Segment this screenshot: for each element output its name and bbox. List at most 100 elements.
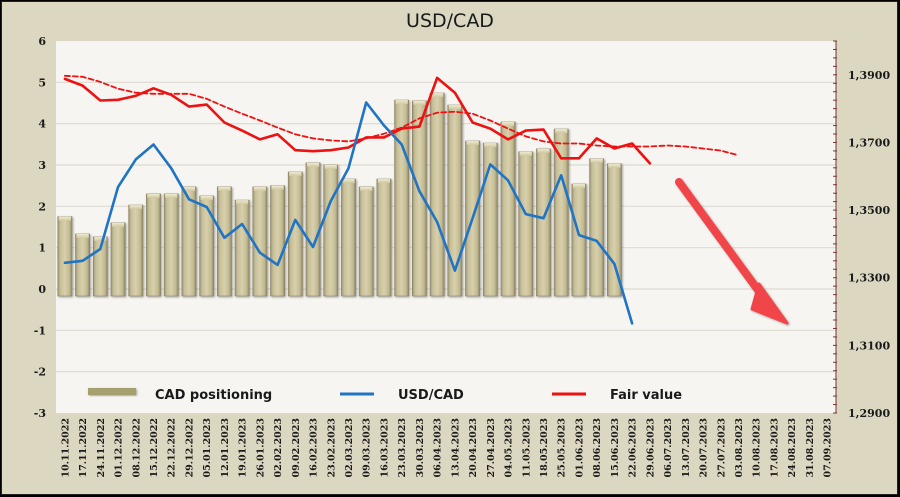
x-tick-label: 17.11.2022: [78, 418, 89, 478]
x-tick-label: 02.03.2023: [344, 418, 355, 478]
bar: [163, 193, 179, 297]
chart-title: USD/CAD: [406, 10, 494, 32]
bar: [447, 104, 463, 297]
bar: [429, 92, 445, 297]
x-tick-label: 26.01.2023: [255, 418, 266, 478]
x-tick-label: 13.07.2023: [681, 418, 692, 478]
bar: [252, 186, 268, 297]
legend-label: USD/CAD: [398, 388, 464, 403]
bar: [217, 186, 232, 297]
bar: [607, 163, 622, 297]
x-tick-label: 11.05.2023: [521, 418, 532, 478]
bar: [394, 99, 410, 297]
x-tick-label: 01.12.2022: [114, 418, 125, 478]
x-tick-label: 10.08.2023: [752, 418, 763, 478]
x-tick-label: 08.06.2023: [592, 418, 603, 478]
bar: [181, 186, 197, 297]
legend-item: USD/CAD: [340, 388, 464, 403]
x-tick-label: 07.09.2023: [823, 418, 834, 478]
bar: [287, 171, 303, 297]
right-tick-label: 1,3700: [848, 136, 890, 149]
x-tick-label: 06.04.2023: [433, 418, 444, 478]
x-tick-label: 08.12.2022: [131, 418, 142, 478]
line-series: [63, 74, 740, 325]
usdcad-line: [63, 101, 634, 325]
x-tick-label: 18.05.2023: [539, 418, 550, 478]
left-axis-ticks: 6 5 4 3 2 1 0 -1 -2 -3: [34, 35, 47, 420]
left-tick-label: 6: [38, 35, 46, 48]
x-tick-label: 27.07.2023: [716, 418, 727, 478]
bar: [110, 222, 126, 297]
bar: [536, 148, 551, 297]
bar: [323, 164, 339, 297]
right-tick-label: 1,3100: [848, 339, 890, 352]
legend-swatch-bar: [88, 388, 136, 395]
x-tick-label: 03.08.2023: [734, 418, 745, 478]
x-tick-label: 22.12.2022: [167, 418, 178, 478]
right-tick-label: 1,3300: [848, 272, 890, 285]
x-axis-ticks: 10.11.2022 17.11.2022 24.11.2022 01.12.2022…: [60, 418, 833, 478]
x-tick-label: 04.05.2023: [504, 418, 515, 478]
right-axis: [833, 40, 837, 414]
right-axis-ticks: 1,3900 1,3700 1,3500 1,3300 1,3100 1,2900: [848, 69, 890, 420]
bar: [589, 158, 605, 297]
legend-item: Fair value: [552, 388, 682, 403]
bar: [518, 151, 534, 297]
x-tick-label: 05.01.2023: [202, 418, 213, 478]
bar: [412, 100, 427, 297]
x-tick-label: 30.03.2023: [415, 418, 426, 478]
x-tick-label: 20.07.2023: [699, 418, 710, 478]
bar: [571, 183, 587, 297]
x-tick-label: 23.03.2023: [397, 418, 408, 478]
fair-value-line: [63, 76, 652, 165]
x-tick-label: 22.06.2023: [628, 418, 639, 478]
right-tick-label: 1,3900: [848, 69, 890, 82]
right-tick-label: 1,3500: [848, 204, 890, 217]
x-tick-label: 16.02.2023: [309, 418, 320, 478]
x-tick-label: 23.02.2023: [326, 418, 337, 478]
legend-label: Fair value: [610, 388, 682, 403]
x-tick-label: 17.08.2023: [769, 418, 780, 478]
x-tick-label: 09.02.2023: [291, 418, 302, 478]
bar: [75, 233, 90, 297]
x-tick-label: 16.03.2023: [379, 418, 390, 478]
x-tick-label: 15.06.2023: [610, 418, 621, 478]
x-tick-label: 29.12.2022: [184, 418, 195, 478]
bar: [358, 186, 374, 297]
x-tick-label: 25.05.2023: [557, 418, 568, 478]
x-tick-label: 13.04.2023: [450, 418, 461, 478]
bar: [305, 162, 321, 297]
bar: [57, 216, 73, 297]
x-tick-label: 29.06.2023: [645, 418, 656, 478]
left-tick-label: 3: [38, 159, 46, 172]
right-tick-label: 1,2900: [848, 407, 890, 420]
x-tick-label: 31.08.2023: [805, 418, 816, 478]
x-tick-label: 06.07.2023: [663, 418, 674, 478]
left-tick-label: 5: [38, 76, 46, 89]
x-tick-label: 02.02.2023: [273, 418, 284, 478]
left-tick-label: -3: [34, 407, 46, 420]
trend-arrow: [675, 178, 789, 325]
bar: [199, 195, 215, 297]
bar: [482, 142, 498, 297]
bar: [376, 178, 392, 297]
x-tick-label: 01.06.2023: [574, 418, 585, 478]
x-tick-label: 20.04.2023: [468, 418, 479, 478]
legend-item: CAD positioning: [88, 388, 272, 403]
bar: [553, 128, 569, 297]
x-tick-label: 24.11.2022: [96, 418, 107, 478]
x-tick-label: 24.08.2023: [787, 418, 798, 478]
x-tick-label: 09.03.2023: [362, 418, 373, 478]
bar: [500, 121, 516, 297]
x-tick-label: 19.01.2023: [238, 418, 249, 478]
legend: CAD positioning USD/CAD Fair value: [88, 388, 682, 403]
left-tick-label: 1: [38, 242, 46, 255]
x-tick-label: 27.04.2023: [486, 418, 497, 478]
left-tick-label: -1: [34, 324, 46, 337]
bar: [341, 178, 356, 297]
down-arrow-icon: [675, 178, 789, 325]
bar: [128, 204, 144, 297]
bar-series: [57, 92, 622, 297]
bar: [270, 185, 285, 297]
